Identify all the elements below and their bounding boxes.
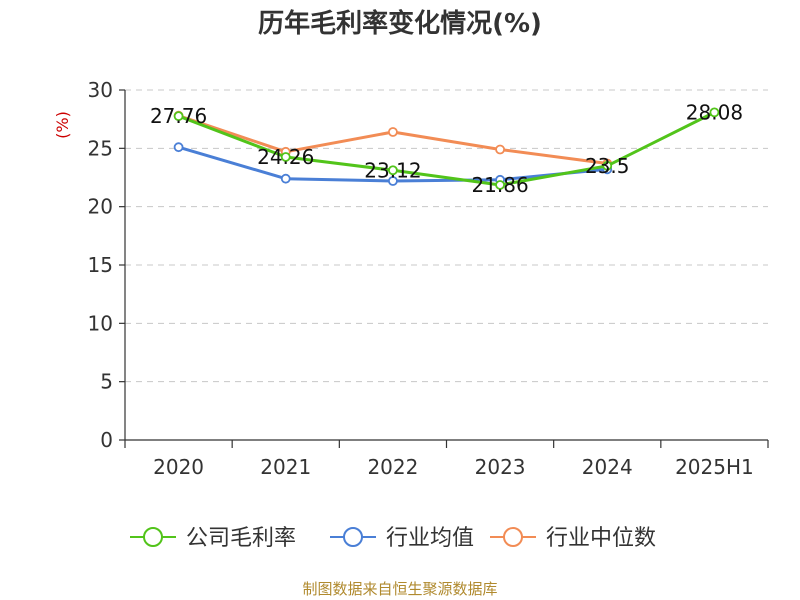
x-tick-label: 2023 bbox=[475, 455, 526, 479]
x-tick-label: 2022 bbox=[367, 455, 418, 479]
y-tick-label: 30 bbox=[88, 78, 113, 102]
data-point bbox=[495, 180, 505, 190]
y-axis-unit: (%) bbox=[53, 111, 72, 139]
x-tick-label: 2024 bbox=[582, 455, 633, 479]
data-point bbox=[495, 144, 505, 155]
data-label: 23.5 bbox=[585, 154, 630, 178]
data-point bbox=[388, 176, 398, 186]
y-tick-label: 25 bbox=[88, 136, 113, 160]
data-point bbox=[388, 165, 398, 176]
axes: 0 5 10 15 20 25 30 2020 2021 2022 2023 2024 2025H1 bbox=[88, 78, 769, 479]
data-point bbox=[388, 127, 398, 137]
x-tick-label: 2021 bbox=[260, 455, 311, 479]
legend-label: 行业均值 bbox=[386, 526, 474, 551]
legend-marker-circle bbox=[143, 527, 163, 547]
data-point bbox=[173, 111, 184, 122]
source-note: 制图数据来自恒生聚源数据库 bbox=[302, 580, 497, 598]
y-tick-label: 0 bbox=[100, 428, 113, 452]
data-label: 21.86 bbox=[471, 173, 528, 197]
data-labels: 27.76 24.26 23.12 21.86 23.5 28.08 bbox=[150, 100, 743, 197]
data-point bbox=[280, 173, 291, 184]
chart-title: 历年毛利率变化情况(%) bbox=[258, 8, 542, 39]
legend-label: 行业中位数 bbox=[546, 526, 656, 551]
x-tick-label: 2025H1 bbox=[675, 455, 754, 479]
data-point bbox=[709, 107, 720, 118]
data-label: 28.08 bbox=[686, 100, 743, 124]
x-tick-label: 2020 bbox=[153, 455, 204, 479]
legend: 公司毛利率 行业均值 行业中位数 bbox=[130, 526, 656, 551]
data-label: 23.12 bbox=[364, 158, 421, 182]
legend-label: 公司毛利率 bbox=[186, 526, 296, 551]
legend-marker-circle bbox=[503, 527, 523, 547]
series-lines bbox=[173, 107, 720, 190]
y-tick-label: 20 bbox=[88, 195, 113, 219]
y-tick-label: 15 bbox=[88, 253, 113, 277]
y-tick-label: 5 bbox=[100, 370, 113, 394]
data-label: 24.26 bbox=[257, 145, 314, 169]
data-label: 27.76 bbox=[150, 104, 207, 128]
legend-marker-circle bbox=[343, 527, 363, 547]
series-line bbox=[178, 111, 716, 187]
data-point bbox=[173, 142, 184, 153]
data-point bbox=[280, 152, 291, 162]
data-point bbox=[602, 160, 613, 171]
y-tick-label: 10 bbox=[88, 311, 113, 335]
grid-lines bbox=[125, 89, 768, 383]
